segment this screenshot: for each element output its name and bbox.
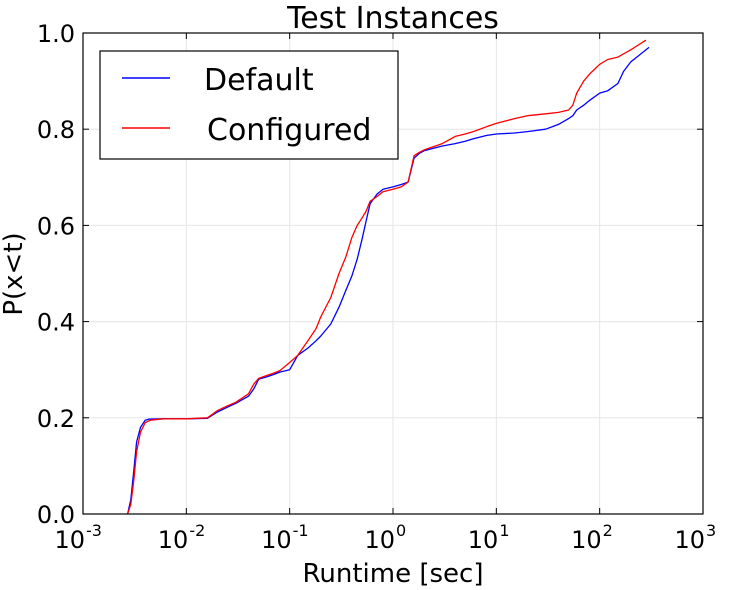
chart-title: Test Instances xyxy=(286,1,499,36)
x-tick-label-exp: 2 xyxy=(603,521,613,540)
x-tick-label-base: 10 xyxy=(364,526,395,554)
x-tick-label-base: 10 xyxy=(54,526,85,554)
y-tick-label: 1.0 xyxy=(37,20,75,48)
x-tick-label-exp: -1 xyxy=(293,521,309,540)
x-tick-label-exp: -2 xyxy=(189,521,205,540)
x-tick-label-base: 10 xyxy=(468,526,499,554)
legend-label-configured: Configured xyxy=(207,113,371,148)
x-tick-label: 10 2 xyxy=(571,521,613,554)
x-tick-label-exp: 1 xyxy=(499,521,509,540)
y-tick-label: 0.8 xyxy=(37,116,75,144)
x-tick-label-base: 10 xyxy=(261,526,292,554)
x-tick-label: 10 1 xyxy=(468,521,510,554)
y-tick-label: 0.4 xyxy=(37,309,75,337)
x-tick-label: 10 -2 xyxy=(158,521,206,554)
y-tick-label: 0.2 xyxy=(37,405,75,433)
y-tick-label: 0.6 xyxy=(37,212,75,240)
x-tick-label-base: 10 xyxy=(571,526,602,554)
series-line-default xyxy=(126,46,650,515)
x-tick-label-exp: -3 xyxy=(86,521,102,540)
legend-label-default: Default xyxy=(204,63,314,98)
y-tick-label: 0.0 xyxy=(37,501,75,529)
y-axis-label: P(x<t) xyxy=(0,232,29,315)
x-tick-label-exp: 3 xyxy=(706,521,716,540)
x-tick-label-base: 10 xyxy=(158,526,189,554)
x-tick-label-exp: 0 xyxy=(396,521,406,540)
legend: Default Configured xyxy=(99,50,399,160)
series-layer xyxy=(126,39,650,515)
x-tick-label: 10 3 xyxy=(674,521,716,554)
series-line-configured xyxy=(126,39,647,515)
x-axis-label: Runtime [sec] xyxy=(303,559,484,589)
legend-box xyxy=(99,50,399,160)
x-tick-label: 10 -3 xyxy=(54,521,102,554)
x-tick-label: 10 -1 xyxy=(261,521,309,554)
tick-layer: 10 -3 10 -2 10 -1 10 0 10 1 10 2 10 30.00.20.40.60.81… xyxy=(37,20,716,554)
x-tick-label-base: 10 xyxy=(674,526,705,554)
x-tick-label: 10 0 xyxy=(364,521,406,554)
